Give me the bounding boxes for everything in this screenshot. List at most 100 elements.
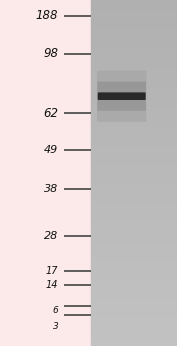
Bar <box>91 269 177 270</box>
Bar <box>91 317 177 318</box>
Bar <box>91 18 177 20</box>
Bar <box>91 249 177 250</box>
Bar <box>91 285 177 286</box>
Bar <box>91 21 177 22</box>
Bar <box>91 74 177 75</box>
Bar <box>91 302 177 303</box>
Bar <box>91 107 177 108</box>
Bar <box>91 208 177 209</box>
Bar <box>91 46 177 47</box>
Bar <box>91 63 177 65</box>
Bar <box>91 324 177 325</box>
FancyBboxPatch shape <box>98 92 146 100</box>
Bar <box>91 125 177 126</box>
Bar <box>91 112 177 113</box>
Bar <box>91 15 177 16</box>
Bar <box>91 110 177 111</box>
Bar <box>91 17 177 18</box>
Bar <box>91 209 177 210</box>
Bar <box>91 148 177 149</box>
Bar <box>91 260 177 261</box>
Bar <box>91 60 177 61</box>
Bar <box>91 255 177 256</box>
Bar <box>91 3 177 4</box>
Bar <box>91 340 177 342</box>
Bar <box>91 210 177 211</box>
Bar <box>91 308 177 309</box>
Bar <box>91 228 177 229</box>
Bar <box>91 4 177 6</box>
Bar <box>91 146 177 148</box>
Bar <box>91 252 177 253</box>
Bar <box>91 117 177 118</box>
Bar <box>91 86 177 88</box>
Bar <box>91 75 177 76</box>
Bar <box>91 254 177 255</box>
Bar <box>91 226 177 227</box>
Bar <box>91 318 177 319</box>
Bar <box>91 84 177 85</box>
Bar <box>91 299 177 300</box>
Bar <box>91 261 177 262</box>
Bar <box>91 231 177 232</box>
Bar <box>91 13 177 14</box>
Bar <box>91 325 177 326</box>
Bar <box>91 39 177 40</box>
Bar <box>91 331 177 332</box>
Text: 6: 6 <box>53 306 58 315</box>
Text: 14: 14 <box>46 281 58 290</box>
Bar <box>91 157 177 158</box>
Bar <box>91 321 177 322</box>
Bar <box>91 322 177 323</box>
Bar <box>91 49 177 51</box>
Bar <box>91 122 177 124</box>
Bar <box>91 141 177 142</box>
Bar <box>91 297 177 298</box>
Text: 38: 38 <box>44 184 58 193</box>
Bar <box>91 310 177 311</box>
Bar <box>91 175 177 176</box>
Bar <box>91 7 177 8</box>
Bar <box>91 278 177 279</box>
Bar <box>91 245 177 246</box>
Bar <box>91 94 177 96</box>
Bar <box>91 276 177 277</box>
Bar <box>91 76 177 77</box>
Bar <box>91 292 177 293</box>
Bar <box>91 66 177 67</box>
Bar <box>91 67 177 68</box>
Bar <box>91 0 177 1</box>
Bar <box>91 70 177 72</box>
Bar <box>91 31 177 32</box>
Bar <box>91 271 177 272</box>
Bar <box>91 272 177 273</box>
Bar <box>91 58 177 59</box>
Bar <box>91 243 177 245</box>
Bar <box>91 108 177 110</box>
Text: 62: 62 <box>43 107 58 120</box>
Bar <box>91 30 177 31</box>
Bar <box>91 307 177 308</box>
Bar <box>91 216 177 217</box>
Bar <box>91 56 177 58</box>
Bar <box>91 273 177 274</box>
Bar <box>91 16 177 17</box>
Bar <box>91 79 177 80</box>
Bar <box>91 286 177 287</box>
Bar <box>91 6 177 7</box>
Bar <box>91 301 177 302</box>
Bar <box>91 40 177 42</box>
Bar <box>91 240 177 241</box>
Bar <box>91 197 177 198</box>
Bar <box>91 118 177 119</box>
Bar <box>91 329 177 330</box>
Bar <box>91 253 177 254</box>
Bar <box>91 182 177 183</box>
Bar <box>91 315 177 316</box>
Bar <box>91 62 177 63</box>
Bar <box>91 205 177 207</box>
Bar <box>91 194 177 195</box>
Bar <box>91 345 177 346</box>
Bar <box>91 23 177 24</box>
Bar <box>91 309 177 310</box>
